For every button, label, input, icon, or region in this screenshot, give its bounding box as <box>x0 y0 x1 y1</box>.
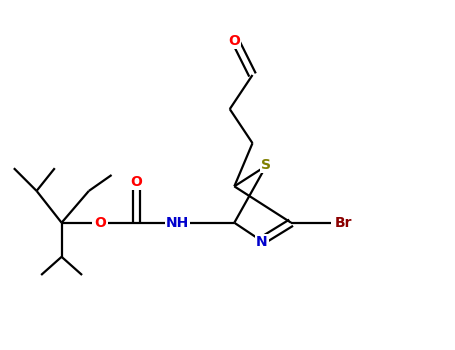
Text: NH: NH <box>166 216 189 230</box>
Text: O: O <box>94 216 106 230</box>
Text: O: O <box>228 34 240 48</box>
Text: S: S <box>261 158 271 172</box>
Text: Br: Br <box>335 216 352 230</box>
Text: N: N <box>256 235 268 249</box>
Text: O: O <box>131 175 142 189</box>
